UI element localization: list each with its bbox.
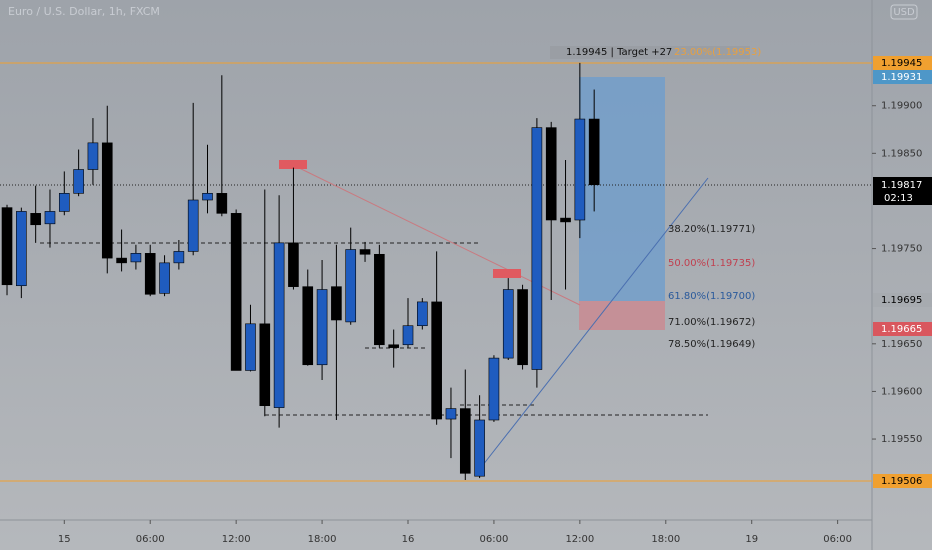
candle-body	[431, 301, 442, 420]
x-tick-label: 18:00	[651, 534, 680, 545]
candle-body	[130, 253, 142, 263]
candle-body	[359, 249, 371, 255]
candle-body	[345, 249, 357, 323]
marker	[493, 269, 521, 278]
candle-body	[202, 193, 213, 201]
candle-body	[58, 193, 70, 212]
fib-label: 61.80%(1.19700)	[668, 291, 755, 302]
x-tick-label: 06:00	[136, 534, 165, 545]
fib-label: 50.00%(1.19735)	[668, 258, 755, 269]
price-label-bg	[873, 322, 932, 336]
price-label-bg	[873, 474, 932, 488]
candle-body	[173, 251, 185, 264]
y-tick-label: 1.19600	[881, 386, 922, 397]
candles	[1, 62, 600, 480]
candle-body	[588, 118, 600, 186]
candle-body	[187, 199, 199, 252]
candle-body	[302, 286, 314, 366]
candle-body	[459, 408, 471, 474]
marker	[279, 160, 307, 169]
candle-body	[560, 217, 571, 223]
candle-body	[502, 289, 514, 359]
price-label-bg	[873, 70, 932, 84]
price-label: 1.19817	[881, 180, 922, 191]
candle-body	[216, 193, 228, 214]
candle-body	[273, 242, 285, 408]
price-label-bg	[873, 177, 932, 205]
candle-body	[388, 344, 399, 348]
candle-body	[44, 211, 56, 225]
fib-label: 71.00%(1.19672)	[668, 317, 755, 328]
x-tick-label: 19	[745, 534, 758, 545]
candle-body	[30, 213, 41, 226]
price-label: 1.19945	[881, 58, 922, 69]
candle-body	[517, 289, 528, 366]
candle-body	[374, 253, 385, 346]
plot	[0, 62, 872, 482]
candle-body	[159, 262, 170, 294]
y-tick-label: 1.19850	[881, 148, 922, 159]
candle-body	[1, 207, 13, 286]
y-tick-label: 1.19750	[881, 244, 922, 255]
price-label: 1.19695	[881, 295, 922, 306]
candle-body	[531, 127, 543, 370]
price-label: 1.19931	[881, 72, 922, 83]
symbol-title: Euro / U.S. Dollar, 1h, FXCM	[8, 5, 160, 18]
candle-body	[73, 169, 84, 194]
price-label-bg	[873, 56, 932, 70]
candle-body	[445, 408, 457, 420]
candle-body	[87, 142, 99, 170]
price-label-bg	[873, 293, 932, 307]
y-tick-label: 1.19900	[881, 101, 922, 112]
candle-body	[316, 289, 328, 366]
candle-body	[402, 325, 414, 346]
x-tick-label: 18:00	[308, 534, 337, 545]
x-tick-label: 06:00	[823, 534, 852, 545]
countdown: 02:13	[884, 193, 913, 204]
trend-line	[478, 177, 709, 471]
target-box	[550, 46, 750, 59]
target-label: 1.19945 | Target +27	[566, 47, 672, 58]
y-tick-label: 1.19650	[881, 339, 922, 350]
candle-body	[101, 142, 113, 259]
target-zone	[579, 77, 665, 301]
currency-box	[890, 4, 918, 20]
candle-body	[259, 323, 271, 407]
price-label: 1.19665	[881, 324, 922, 335]
candle-body	[230, 213, 242, 371]
candle-body	[16, 211, 27, 287]
x-tick-label: 12:00	[222, 534, 251, 545]
currency: USD	[893, 7, 915, 18]
candle-body	[488, 357, 500, 421]
candle-body	[545, 127, 557, 221]
x-tick-label: 06:00	[480, 534, 509, 545]
fib-label: 78.50%(1.19649)	[668, 339, 755, 350]
price-label: 1.19506	[881, 476, 922, 487]
fib-label: 38.20%(1.19771)	[668, 224, 755, 235]
candle-body	[288, 242, 299, 287]
target-fib: 23.00%(1.19953)	[674, 47, 761, 58]
stop-zone	[579, 301, 665, 330]
candle-body	[417, 301, 428, 327]
candle-body	[144, 253, 156, 295]
candle-body	[574, 118, 586, 221]
candle-body	[116, 257, 127, 264]
candle-body	[331, 286, 342, 321]
x-tick-label: 16	[402, 534, 415, 545]
candle-body	[245, 323, 256, 371]
y-tick-label: 1.19550	[881, 434, 922, 445]
x-tick-label: 15	[58, 534, 71, 545]
candle-body	[474, 419, 485, 477]
x-tick-label: 12:00	[565, 534, 594, 545]
